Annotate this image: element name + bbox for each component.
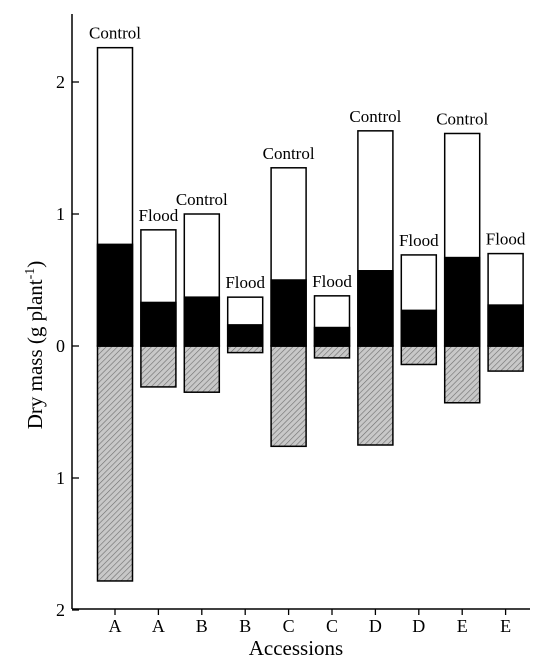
x-tick-label-0: A [109,616,122,636]
x-tick-label-8: E [457,616,468,636]
bar-black-6 [357,270,394,347]
bar-label-3: Flood [225,273,265,292]
bar-hatched-8 [443,345,481,404]
bar-label-7: Flood [399,231,439,250]
bar-hatched-4 [270,345,307,448]
y-axis-label-close: ) [23,261,47,268]
x-tick-label-7: D [412,616,425,636]
bar-black-2 [183,296,221,347]
bar-hatched-0 [96,345,134,582]
bar-black-7 [400,309,438,347]
y-tick-label-1: 1 [56,204,65,224]
bar-label-0: Control [89,24,141,43]
bar-black-3 [226,324,264,347]
bar-black-8 [443,256,481,347]
y-axis-label-main: Dry mass (g plant [23,279,47,429]
y-axis-label: Dry mass (g plant-1) [23,261,47,430]
y-tick-label-3: 1 [56,468,65,488]
bar-label-4: Control [263,144,315,163]
x-tick-label-2: B [196,616,208,636]
bar-label-9: Flood [486,230,526,249]
y-axis-label-superscript: -1 [23,268,38,280]
x-tick-label-9: E [500,616,511,636]
bar-hatched-2 [183,345,221,393]
bar-black-5 [313,326,351,347]
y-tick-label-4: 2 [56,600,65,620]
x-tick-label-5: C [326,616,338,636]
bar-hatched-1 [140,345,177,388]
bar-hatched-9 [487,345,524,372]
bar-black-9 [487,304,524,347]
bar-label-8: Control [436,109,488,128]
bar-label-2: Control [176,190,228,209]
bar-black-0 [96,243,134,347]
x-tick-label-4: C [283,616,295,636]
bar-black-1 [140,301,177,347]
plot-area: 2 1 0 1 2 Control A Flood A Control B Flood B Control… [56,14,530,636]
x-tick-label-1: A [152,616,165,636]
x-tick-label-3: B [239,616,251,636]
bar-hatched-6 [357,345,394,446]
bar-hatched-5 [313,345,351,359]
bar-hatched-7 [400,345,438,366]
bar-label-1: Flood [139,206,179,225]
y-tick-label-0: 2 [56,72,65,92]
bar-label-5: Flood [312,272,352,291]
y-tick-label-2: 0 [56,336,65,356]
bar-black-4 [270,279,307,347]
x-axis-label: Accessions [249,636,343,660]
bar-hatched-3 [226,345,264,354]
x-tick-label-6: D [369,616,382,636]
bar-label-6: Control [349,107,401,126]
